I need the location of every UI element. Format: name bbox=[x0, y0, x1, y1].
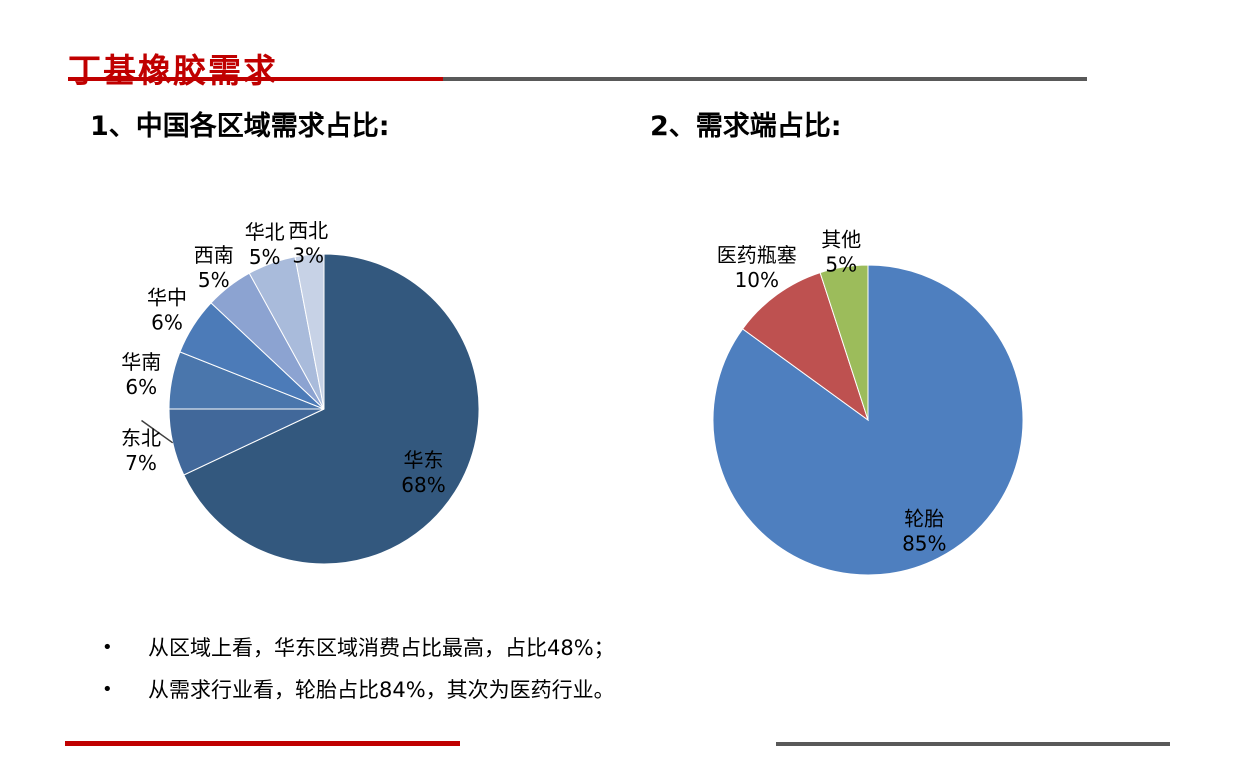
pie1-label-东北: 东北 7% bbox=[121, 426, 161, 475]
section-heading-demand: 2、需求端占比: bbox=[650, 111, 842, 142]
pie1-slice-华东 bbox=[183, 253, 480, 565]
pie1-label-华南: 华南 6% bbox=[121, 350, 161, 399]
bullet-item: • 从需求行业看，轮胎占比84%，其次为医药行业。 bbox=[102, 676, 662, 704]
bullet-item: • 从区域上看，华东区域消费占比最高，占比48%； bbox=[102, 634, 662, 662]
pie1-slice-西北 bbox=[294, 253, 325, 410]
pie2-label-轮胎: 轮胎 85% bbox=[902, 507, 946, 556]
pie2-slice-医药瓶塞 bbox=[741, 271, 869, 422]
bullet-icon: • bbox=[102, 637, 113, 658]
footer-rule-red bbox=[65, 741, 460, 746]
section-heading-regions: 1、中国各区域需求占比: bbox=[90, 111, 390, 142]
pie2-slice-其他 bbox=[819, 264, 869, 421]
pie2-label-医药瓶塞: 医药瓶塞 10% bbox=[717, 243, 797, 292]
bullet-icon: • bbox=[102, 679, 113, 700]
header-rule-red bbox=[68, 77, 443, 81]
page-title: 丁基橡胶需求 bbox=[68, 51, 278, 91]
bullet-text: 从区域上看，华东区域消费占比最高，占比48%； bbox=[148, 636, 615, 660]
header-rule-gray bbox=[443, 77, 1087, 81]
bullet-text: 从需求行业看，轮胎占比84%，其次为医药行业。 bbox=[148, 678, 615, 702]
bullet-list: • 从区域上看，华东区域消费占比最高，占比48%； • 从需求行业看，轮胎占比8… bbox=[102, 634, 662, 718]
pie1-label-华中: 华中 6% bbox=[147, 285, 187, 334]
pie1-label-西北: 西北 3% bbox=[288, 218, 328, 267]
pie1-label-华东: 华东 68% bbox=[401, 448, 445, 497]
footer-rule-gray bbox=[776, 742, 1170, 746]
pie1-label-西南: 西南 5% bbox=[194, 243, 234, 292]
pie1-label-华北: 华北 5% bbox=[245, 220, 285, 269]
pie2-label-其他: 其他 5% bbox=[821, 228, 861, 277]
pie1-leader-line bbox=[141, 419, 174, 444]
